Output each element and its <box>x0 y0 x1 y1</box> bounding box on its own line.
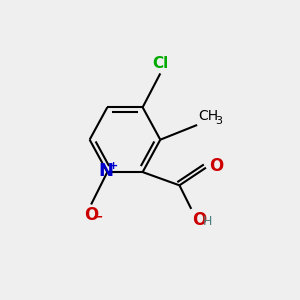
Text: O: O <box>85 206 99 224</box>
Text: +: + <box>109 160 118 171</box>
Text: −: − <box>92 210 103 224</box>
Text: CH: CH <box>199 110 219 124</box>
Text: O: O <box>192 211 206 229</box>
Text: N: N <box>98 162 113 180</box>
Text: H: H <box>202 215 212 228</box>
Text: Cl: Cl <box>152 56 168 71</box>
Text: 3: 3 <box>216 116 223 126</box>
Text: O: O <box>209 157 223 175</box>
